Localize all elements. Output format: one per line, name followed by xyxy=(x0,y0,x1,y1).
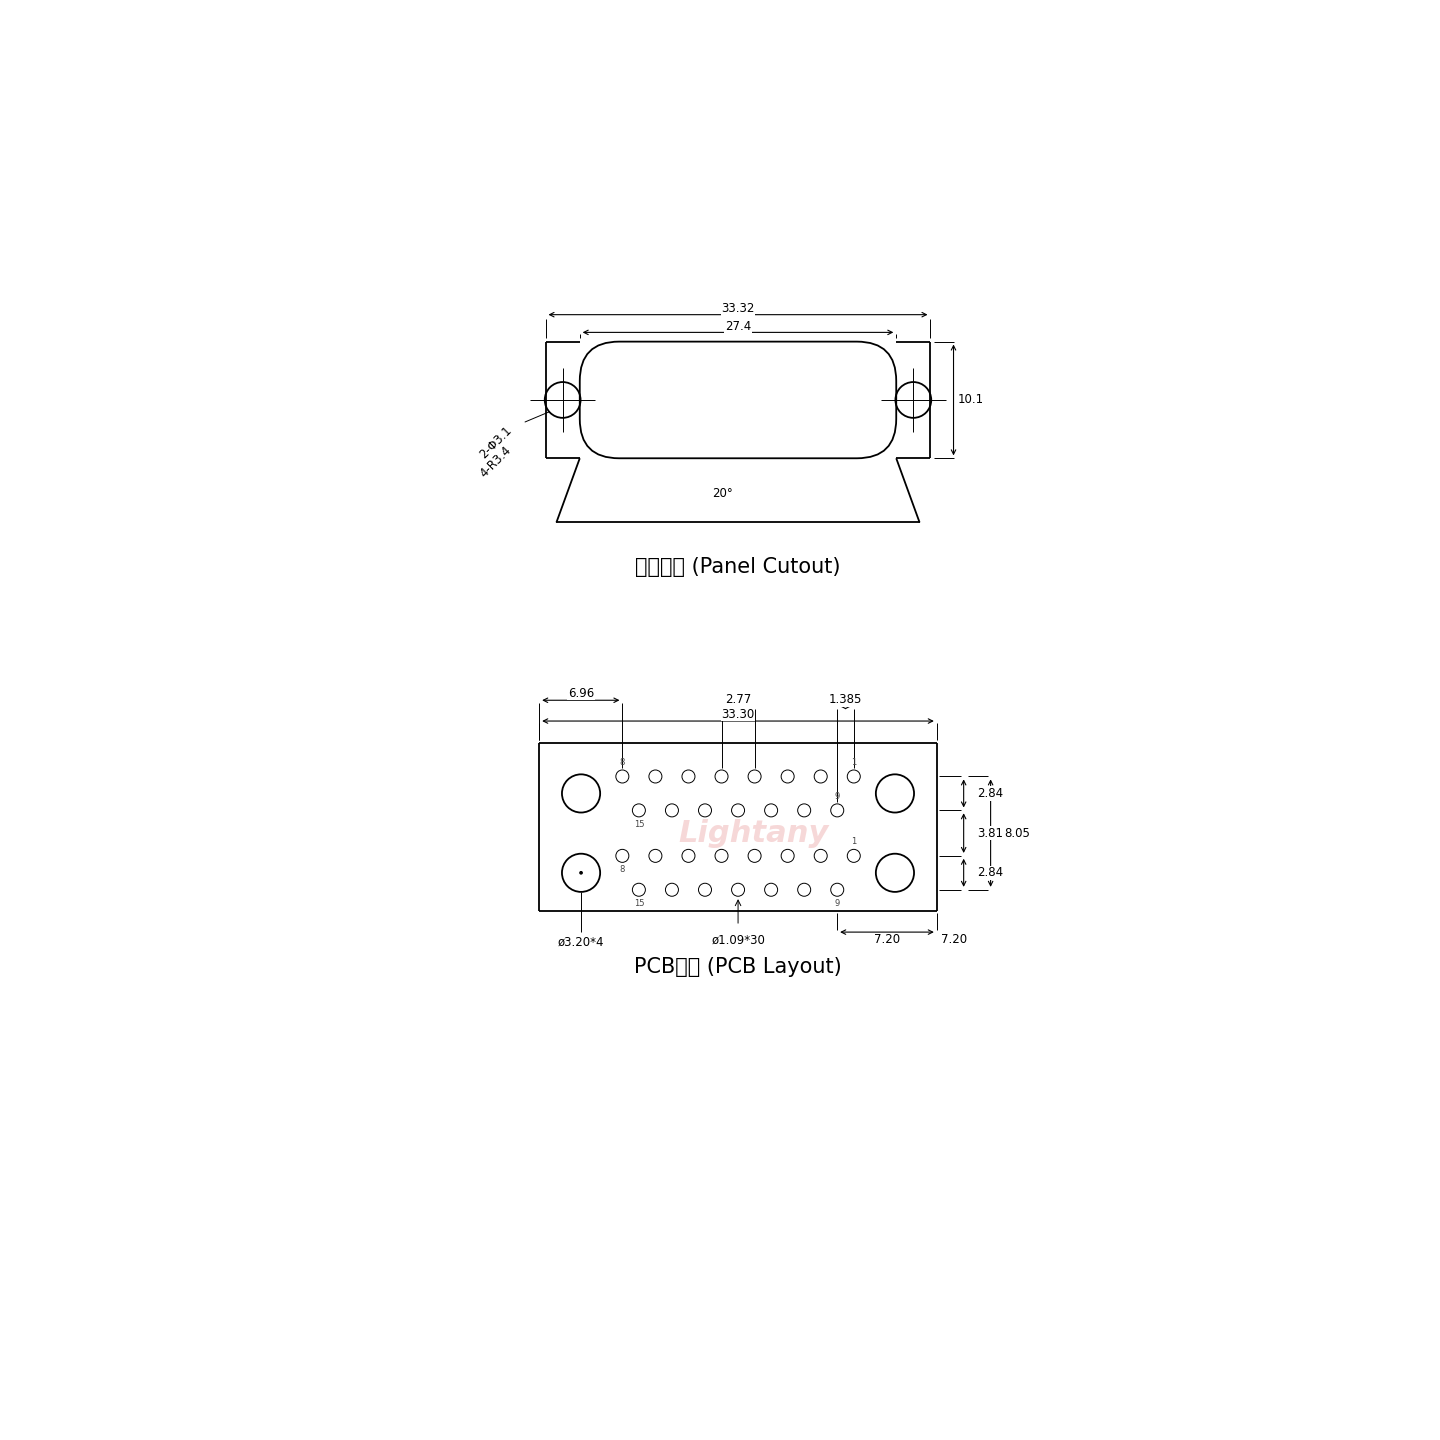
Text: 4-R3.4: 4-R3.4 xyxy=(477,444,514,480)
Text: 8: 8 xyxy=(619,757,625,768)
Text: 20°: 20° xyxy=(713,487,733,500)
Text: 2.84: 2.84 xyxy=(978,867,1004,880)
Text: 2-Φ3.1: 2-Φ3.1 xyxy=(477,423,514,461)
Text: 2.77: 2.77 xyxy=(724,693,752,706)
Text: 10.1: 10.1 xyxy=(958,393,984,406)
Text: 1: 1 xyxy=(851,757,857,768)
Text: 15: 15 xyxy=(634,900,644,909)
Text: 33.30: 33.30 xyxy=(721,707,755,720)
Text: 2.84: 2.84 xyxy=(978,786,1004,801)
Text: 8: 8 xyxy=(619,865,625,874)
Text: 27.4: 27.4 xyxy=(724,320,752,333)
Text: ø1.09*30: ø1.09*30 xyxy=(711,933,765,946)
Text: 7.20: 7.20 xyxy=(940,933,966,946)
Text: PCB布局 (PCB Layout): PCB布局 (PCB Layout) xyxy=(634,956,842,976)
Text: 6.96: 6.96 xyxy=(567,687,593,700)
Circle shape xyxy=(580,871,582,874)
FancyBboxPatch shape xyxy=(580,341,896,458)
Text: 9: 9 xyxy=(835,792,840,801)
Text: Lightany: Lightany xyxy=(678,386,828,415)
Text: 1: 1 xyxy=(851,837,857,847)
Text: 3.81: 3.81 xyxy=(978,827,1004,840)
Text: 8.05: 8.05 xyxy=(1005,827,1031,840)
Text: 15: 15 xyxy=(634,819,644,829)
Text: 面板开孔 (Panel Cutout): 面板开孔 (Panel Cutout) xyxy=(635,557,841,577)
Text: 33.32: 33.32 xyxy=(721,302,755,315)
Text: 9: 9 xyxy=(835,900,840,909)
Text: 1.385: 1.385 xyxy=(829,693,863,706)
Text: ø3.20*4: ø3.20*4 xyxy=(557,935,605,948)
Text: 7.20: 7.20 xyxy=(874,933,900,946)
Text: Lightany: Lightany xyxy=(678,818,828,848)
